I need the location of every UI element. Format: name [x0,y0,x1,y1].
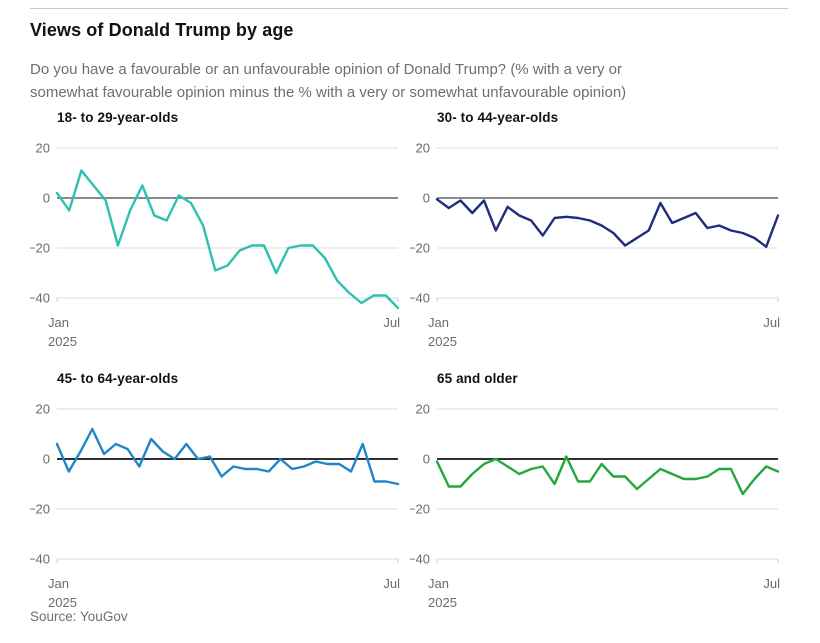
x-axis-start: Jan 2025 [48,313,77,351]
x-axis-labels: Jan 2025 Jul [428,574,780,612]
chart-line [435,455,780,496]
line-chart-30-44: 20 0 −20 −40 [410,141,780,306]
chart-subtitle: Do you have a favourable or an unfavoura… [30,58,750,104]
y-axis-tick-label: −40 [30,291,50,306]
y-axis-tick-label: 20 [36,141,50,156]
x-axis-start: Jan 2025 [48,574,77,612]
x-axis-end-label: Jul [763,315,780,330]
x-axis-start-label: Jan [428,315,449,330]
y-axis-tick-label: −40 [410,552,430,567]
x-axis-labels: Jan 2025 Jul [48,574,400,612]
y-axis-tick-label: −20 [410,241,430,256]
charts-grid: 18- to 29-year-olds 20 0 −20 −40 Jan 2025 J… [30,110,790,612]
subtitle-line-1: Do you have a favourable or an unfavoura… [30,61,623,78]
y-axis-tick-label: −40 [410,291,430,306]
chart-title: 45- to 64-year-olds [57,371,179,386]
line-chart-65-older: 20 0 −20 −40 [410,402,780,567]
x-axis-start-year: 2025 [428,334,457,349]
x-axis-start-year: 2025 [48,595,77,610]
top-divider [30,8,788,9]
x-axis-start-label: Jan [48,315,69,330]
chart-line [55,169,400,310]
line-chart-45-64: 20 0 −20 −40 [30,402,400,567]
x-axis-end-label: Jul [763,576,780,591]
y-axis-tick-label: 20 [416,141,430,156]
chart-line [55,427,400,486]
chart-panel-30-44: 30- to 44-year-olds 20 0 −20 −40 Jan 2025 J… [410,110,790,351]
chart-title: 65 and older [437,371,518,386]
x-axis-end-label: Jul [383,315,400,330]
source-note: Source: YouGov [30,609,128,624]
x-axis-start-label: Jan [48,576,69,591]
x-axis-end-label: Jul [383,576,400,591]
chart-title: 30- to 44-year-olds [437,110,559,125]
chart-title: 18- to 29-year-olds [57,110,179,125]
y-axis-tick-label: −20 [30,502,50,517]
y-axis-tick-label: 0 [43,191,50,206]
subtitle-line-2: somewhat favourable opinion minus the % … [30,84,627,101]
x-axis-start: Jan 2025 [428,313,457,351]
chart-line [435,198,780,249]
y-axis-tick-label: 0 [423,191,430,206]
y-axis-tick-label: −40 [30,552,50,567]
chart-panel-65-older: 65 and older 20 0 −20 −40 Jan 2025 Jul [410,371,790,612]
y-axis-tick-label: 0 [423,452,430,467]
chart-panel-45-64: 45- to 64-year-olds 20 0 −20 −40 Jan 2025 J… [30,371,410,612]
y-axis-tick-label: 20 [416,402,430,417]
y-axis-tick-label: 20 [36,402,50,417]
x-axis-start-year: 2025 [48,334,77,349]
x-axis-labels: Jan 2025 Jul [428,313,780,351]
x-axis-labels: Jan 2025 Jul [48,313,400,351]
y-axis-tick-label: −20 [410,502,430,517]
chart-panel-18-29: 18- to 29-year-olds 20 0 −20 −40 Jan 2025 J… [30,110,410,351]
x-axis-start-label: Jan [428,576,449,591]
line-chart-18-29: 20 0 −20 −40 [30,141,400,310]
x-axis-start: Jan 2025 [428,574,457,612]
y-axis-tick-label: −20 [30,241,50,256]
x-axis-start-year: 2025 [428,595,457,610]
y-axis-tick-label: 0 [43,452,50,467]
page-title: Views of Donald Trump by age [30,20,294,40]
